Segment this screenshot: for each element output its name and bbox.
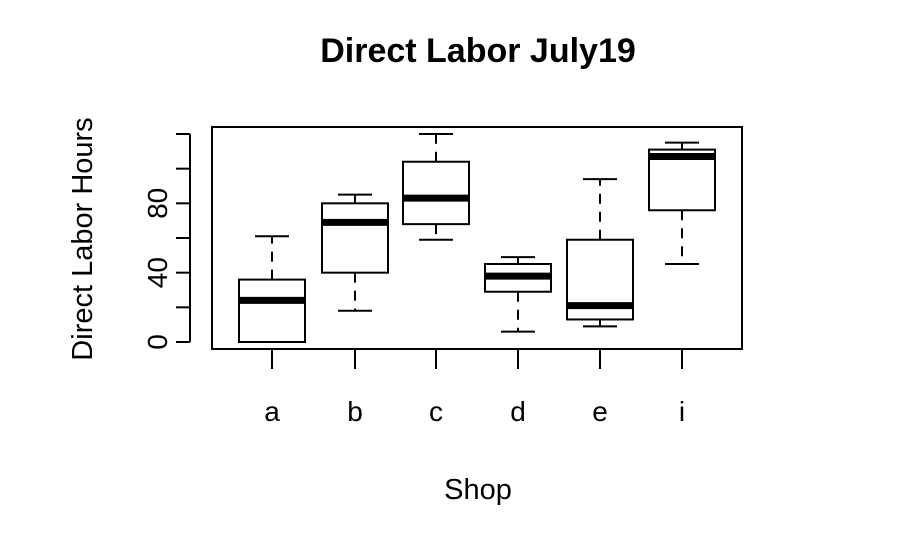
iqr-box: [321, 202, 389, 274]
y-tick-label: 0: [142, 334, 173, 350]
x-tick-label: d: [510, 396, 526, 427]
box-b: [321, 193, 389, 312]
x-axis-label: Shop: [444, 474, 512, 506]
box-a: [238, 235, 306, 344]
y-tick-label: 80: [142, 188, 173, 219]
y-axis-label: Direct Labor Hours: [67, 117, 99, 360]
chart-title: Direct Labor July19: [320, 32, 636, 70]
y-axis: 0 40 80: [142, 133, 191, 350]
iqr-box: [402, 160, 470, 226]
iqr-box: [238, 278, 306, 344]
box-i: [648, 141, 716, 265]
box-c: [402, 133, 470, 241]
x-tick-label: b: [347, 396, 363, 427]
box-e: [566, 178, 634, 328]
x-tick-label: a: [264, 396, 280, 427]
plot-frame: [211, 126, 743, 350]
boxes-group: [238, 133, 716, 344]
box-d: [484, 256, 552, 333]
x-tick-label: i: [679, 396, 685, 427]
y-tick-label: 40: [142, 257, 173, 288]
x-tick-label: c: [429, 396, 443, 427]
x-tick-label: e: [592, 396, 608, 427]
